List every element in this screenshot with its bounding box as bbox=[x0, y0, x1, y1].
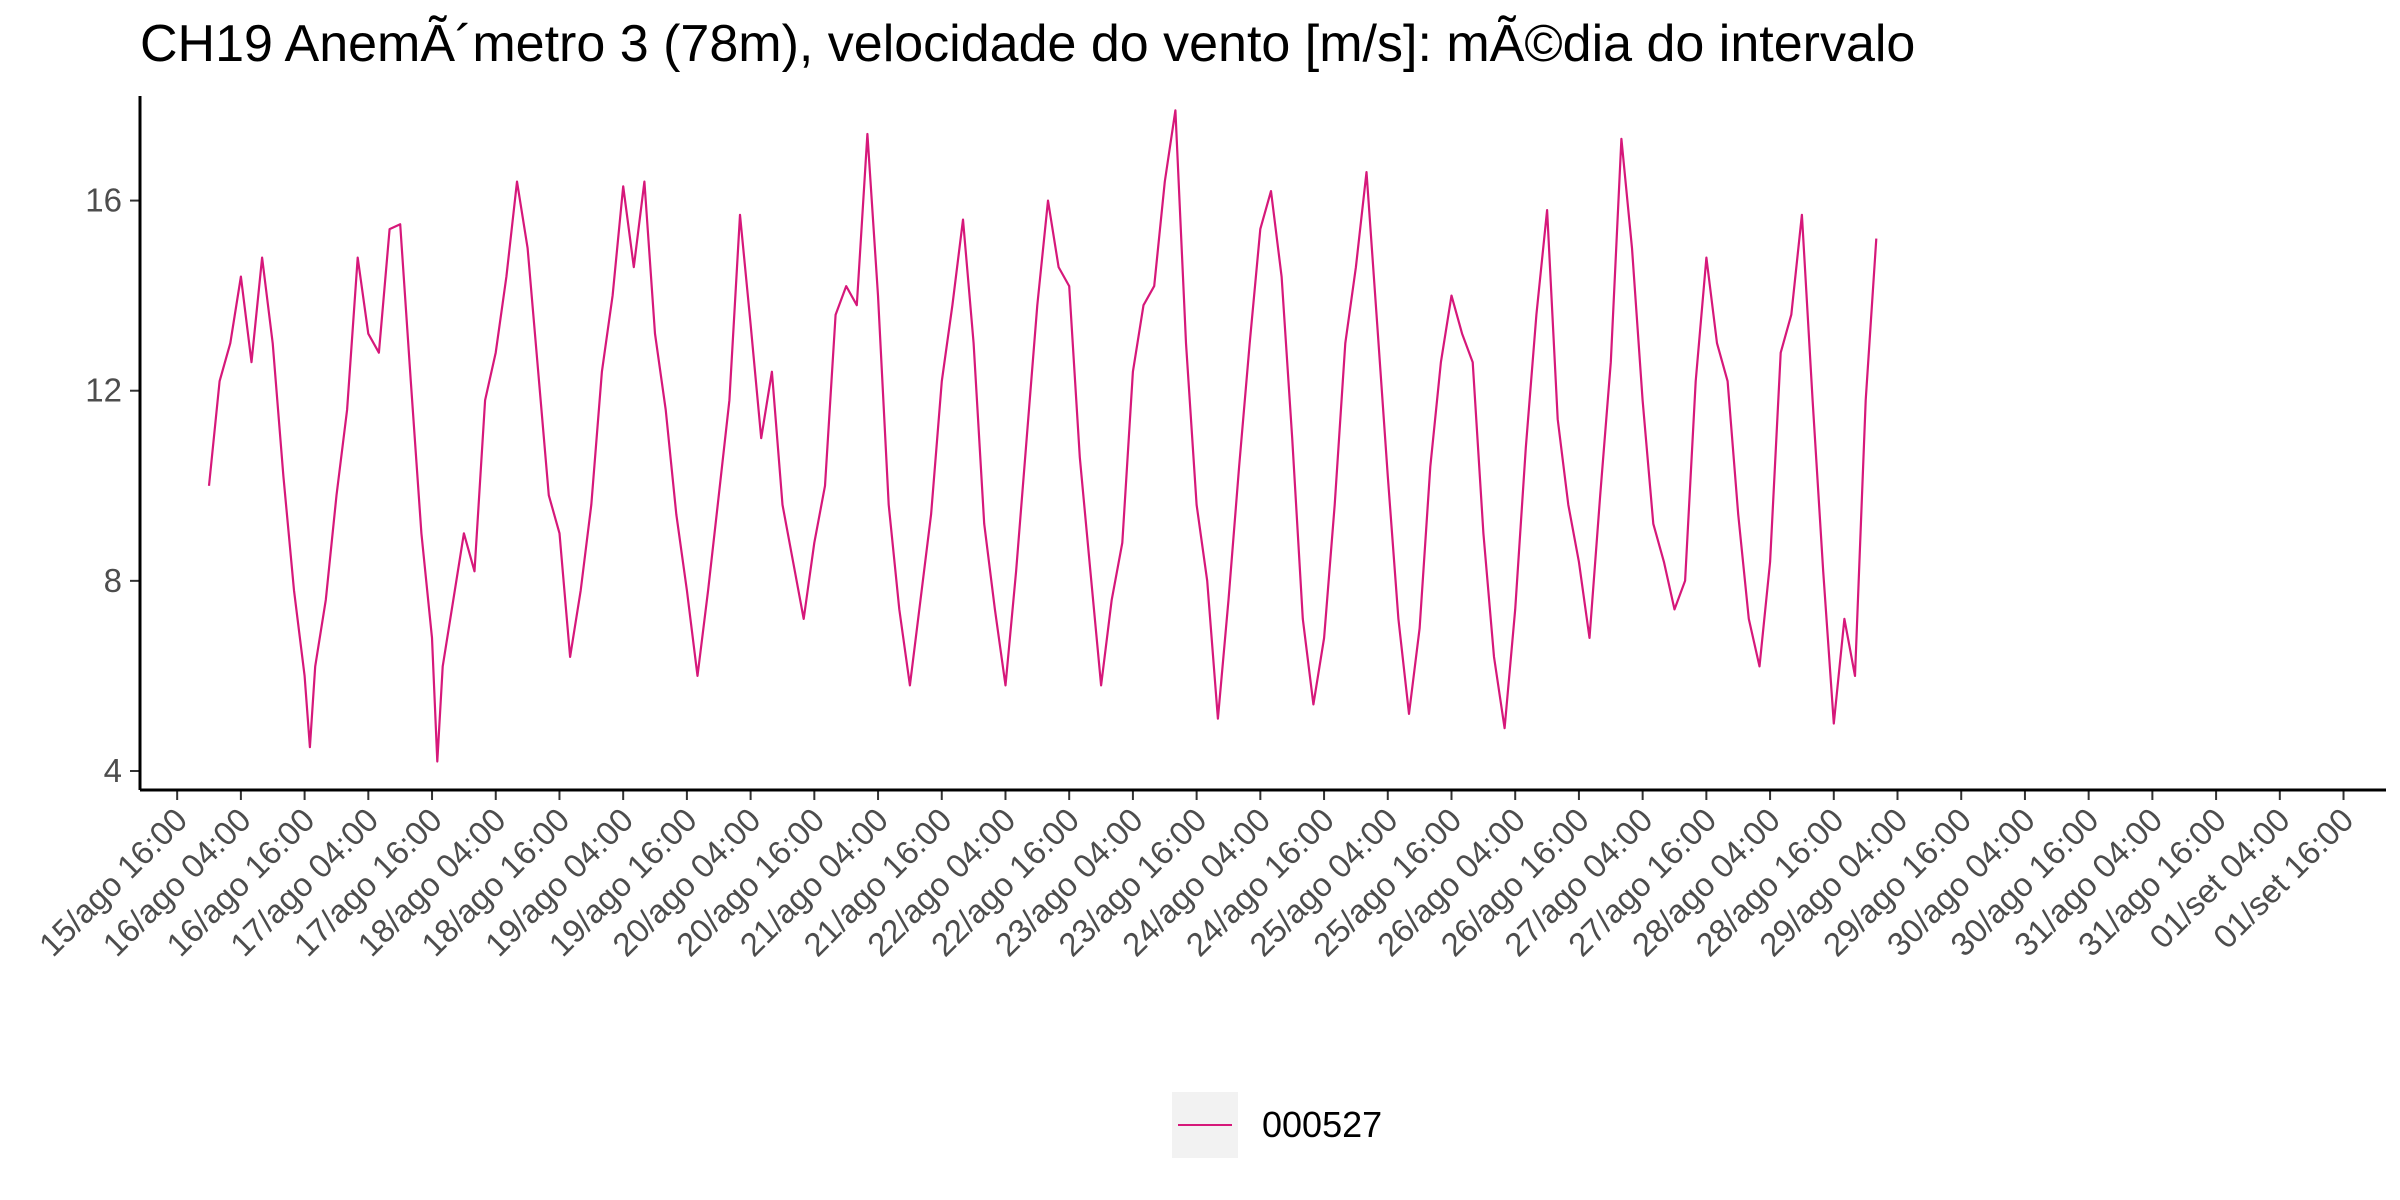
y-axis-ticks: 4 8 12 16 bbox=[85, 182, 140, 789]
y-tick-label: 16 bbox=[85, 182, 122, 219]
legend-label: 000527 bbox=[1262, 1104, 1382, 1145]
series-layer bbox=[207, 109, 1878, 763]
series-line-000527 bbox=[207, 109, 1878, 763]
y-tick-label: 8 bbox=[104, 562, 122, 599]
chart-title: CH19 AnemÃ´metro 3 (78m), velocidade do … bbox=[140, 15, 1916, 73]
y-tick-label: 12 bbox=[85, 372, 122, 409]
legend: 000527 bbox=[1172, 1092, 1382, 1158]
y-tick-label: 4 bbox=[104, 752, 122, 789]
